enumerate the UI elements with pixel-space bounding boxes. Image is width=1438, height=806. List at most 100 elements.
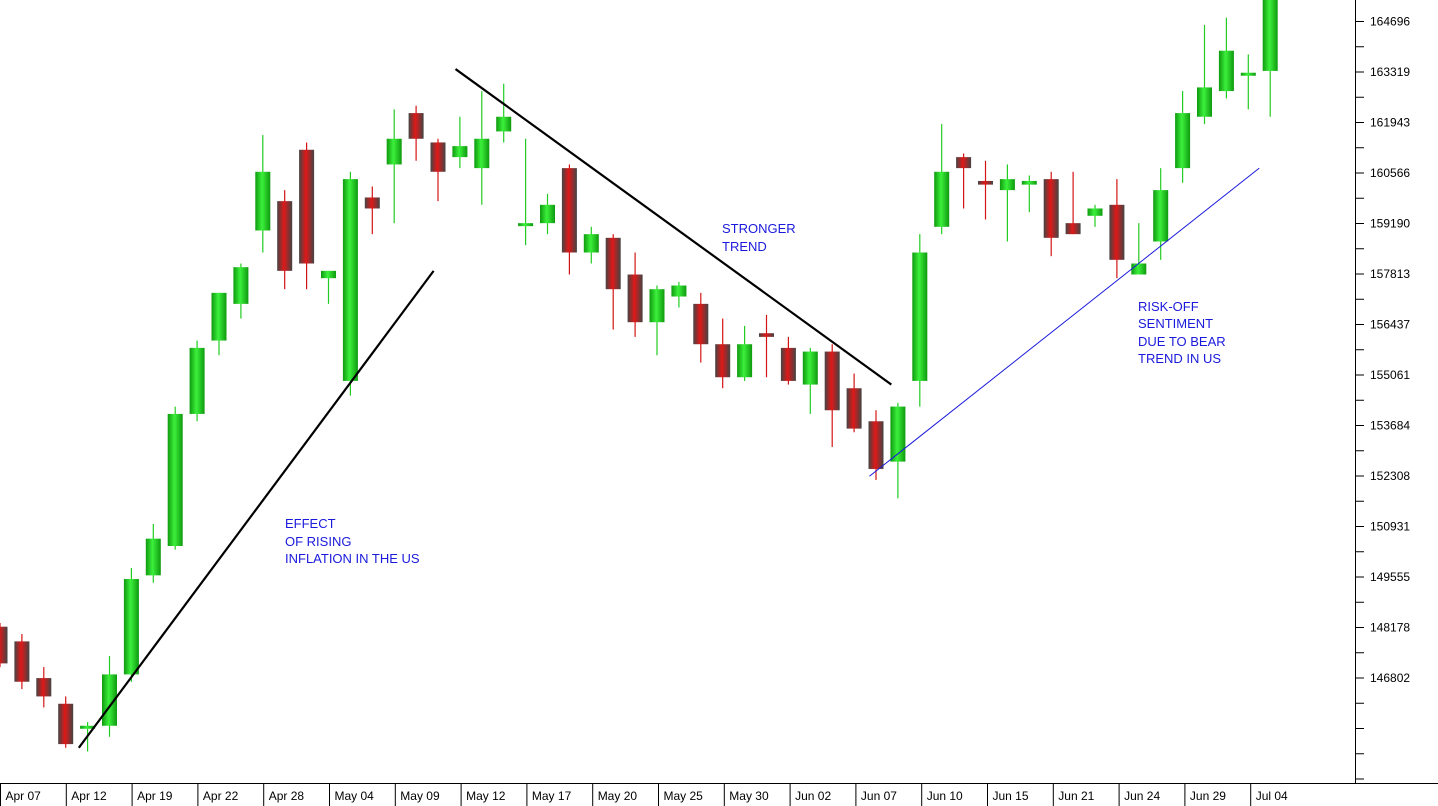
candle: [627, 252, 643, 337]
candle: [802, 347, 818, 414]
candle: [1109, 179, 1125, 279]
candle-body-up: [233, 267, 249, 304]
candle: [715, 318, 731, 389]
candles-layer: [0, 0, 1278, 752]
annotation-line: TREND: [722, 239, 767, 254]
candle: [999, 164, 1015, 242]
candle: [890, 402, 906, 499]
candle-body-up: [474, 138, 490, 169]
candle-body-up: [123, 579, 139, 675]
candle: [1218, 17, 1234, 99]
candle-body-down: [364, 197, 380, 209]
x-tick-label: Jun 07: [861, 789, 897, 803]
candle-body-up: [167, 413, 183, 546]
y-tick-label: 159190: [1370, 217, 1410, 231]
candle: [277, 190, 293, 290]
candle: [737, 325, 753, 381]
candle: [211, 292, 227, 356]
y-tick-label: 160566: [1370, 166, 1410, 180]
candle: [299, 142, 315, 290]
candle: [759, 314, 774, 378]
candle: [167, 406, 183, 550]
candle-body-down: [956, 157, 972, 169]
candle: [1262, 0, 1278, 117]
candle: [496, 83, 512, 143]
trendlines-layer: [77, 68, 1260, 749]
candle-body-up: [321, 270, 336, 279]
x-tick-label: Jun 24: [1124, 789, 1160, 803]
candle: [583, 226, 599, 264]
candle-body-down: [1065, 223, 1081, 235]
x-tick-label: May 25: [664, 789, 704, 803]
candle-body-up: [1087, 208, 1103, 216]
annotation-line: SENTIMENT: [1138, 316, 1213, 331]
candle-body-up: [583, 234, 599, 253]
candle-body-up: [540, 204, 555, 224]
candle: [408, 105, 424, 161]
candle: [671, 281, 687, 308]
candle-body-up: [518, 223, 534, 227]
y-tick-label: 163319: [1370, 65, 1410, 79]
y-tick-label: 156437: [1370, 318, 1410, 332]
x-tick-label: May 09: [400, 789, 440, 803]
candle: [102, 656, 117, 737]
candle-body-up: [386, 138, 402, 165]
candle: [912, 234, 928, 407]
candle: [452, 116, 468, 169]
annotation-inflation: EFFECT OF RISING INFLATION IN THE US: [285, 516, 420, 566]
candle-body-up: [802, 351, 818, 385]
candle-body-up: [1262, 0, 1278, 71]
candle-body-down: [780, 347, 796, 381]
candle-body-up: [934, 171, 950, 227]
candle-body-up: [342, 179, 358, 381]
candle-body-down: [605, 237, 621, 290]
x-tick-label: May 04: [335, 789, 375, 803]
candle: [123, 568, 139, 682]
candle: [0, 623, 8, 668]
y-tick-label: 150931: [1370, 520, 1410, 534]
candle-body-down: [58, 703, 74, 745]
x-tick-label: Apr 12: [71, 789, 107, 803]
candle-body-down: [561, 168, 577, 253]
candle-body-down: [846, 388, 862, 429]
x-tick-label: Jun 10: [927, 789, 963, 803]
candle-body-up: [80, 725, 96, 729]
candle-body-down: [978, 180, 993, 185]
annotation-line: DUE TO BEAR: [1138, 334, 1226, 349]
candle: [321, 270, 336, 304]
candle-body-up: [452, 146, 468, 158]
y-tick-label: 148178: [1370, 621, 1410, 635]
x-tick-label: Jul 04: [1256, 789, 1288, 803]
candle-body-up: [189, 347, 205, 414]
x-tick-label: Apr 28: [269, 789, 305, 803]
candle: [824, 344, 840, 447]
trendline-falling: [454, 68, 892, 386]
candle-body-down: [299, 149, 315, 264]
candle-body-down: [36, 678, 52, 697]
y-tick-label: 146802: [1370, 671, 1410, 685]
candle-body-up: [211, 292, 227, 341]
x-tick-label: Jun 02: [795, 789, 831, 803]
y-tick-label: 152308: [1370, 469, 1410, 483]
candle-body-up: [1240, 72, 1256, 76]
x-axis: Apr 07 Apr 12 Apr 19 Apr 22 Apr 28 May 04 May …: [0, 784, 1288, 806]
annotation-line: OF RISING: [285, 534, 351, 549]
annotation-line: INFLATION IN THE US: [285, 551, 420, 566]
candle-body-up: [890, 406, 906, 462]
candle: [1175, 91, 1191, 183]
candle: [1065, 171, 1081, 235]
annotation-line: EFFECT: [285, 516, 336, 531]
candle-body-up: [1021, 180, 1037, 185]
candle-body-up: [671, 285, 687, 297]
candle: [189, 340, 205, 422]
x-tick-label: Jun 15: [993, 789, 1029, 803]
candle: [605, 234, 621, 330]
candle: [36, 667, 52, 708]
candle-body-up: [1175, 113, 1191, 169]
annotation-line: TREND IN US: [1138, 351, 1221, 366]
candle-body-down: [1109, 204, 1125, 260]
y-tick-label: 149555: [1370, 570, 1410, 584]
candle-body-down: [0, 626, 8, 664]
candle-body-up: [999, 179, 1015, 191]
candle-body-up: [145, 538, 161, 576]
